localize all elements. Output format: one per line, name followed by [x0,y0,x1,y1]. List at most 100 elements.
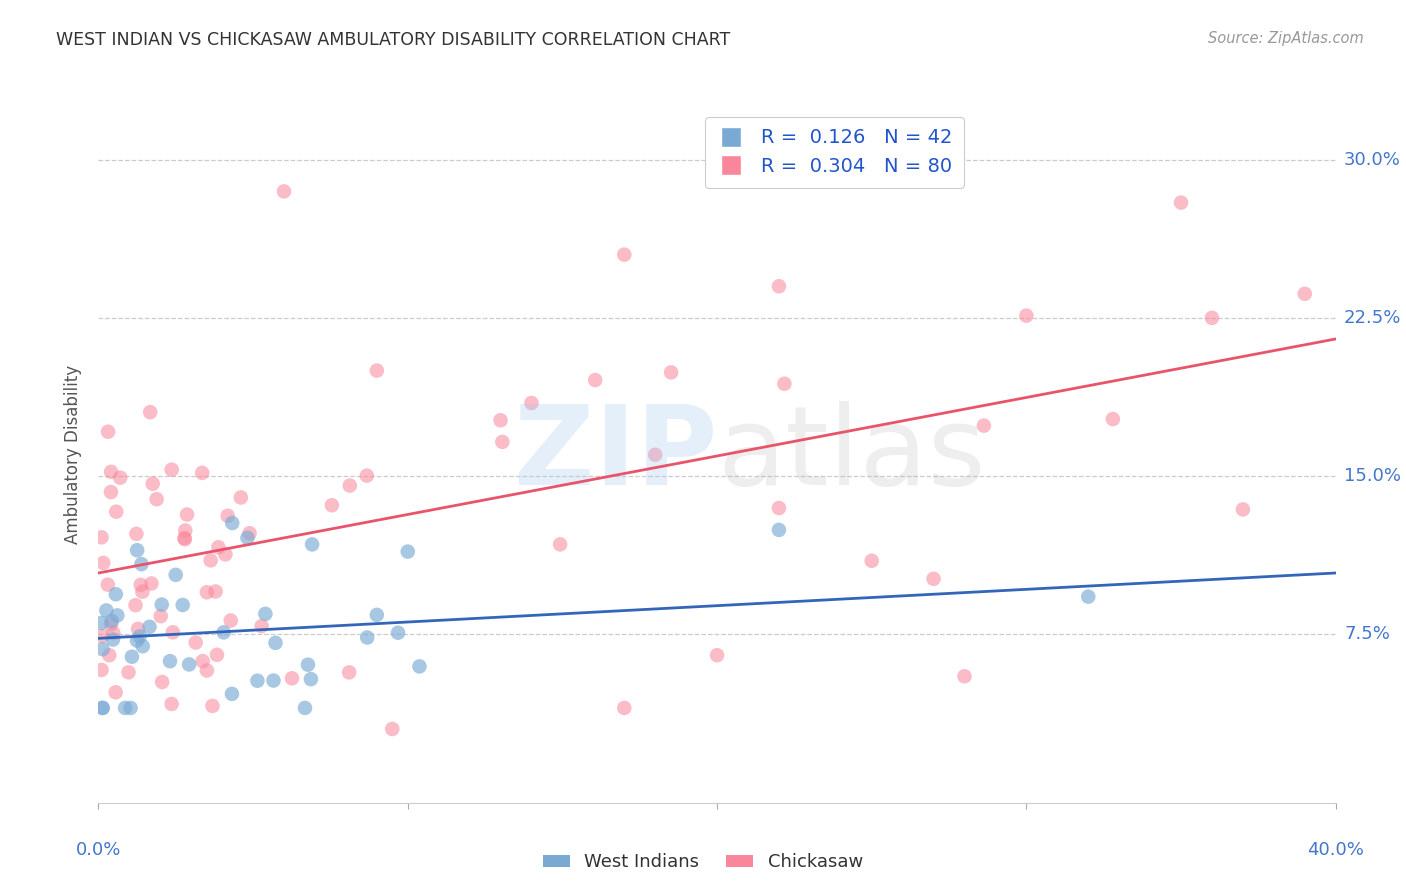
Point [381,722,404,736]
Point [98,648,121,663]
Point [356,631,378,645]
Point [100,465,122,479]
Point [659,365,682,379]
Point [173,531,195,545]
Point [246,673,269,688]
Point [294,701,316,715]
Point [1170,195,1192,210]
Point [973,418,995,433]
Point [191,466,214,480]
Point [128,629,150,643]
Point [706,648,728,663]
Y-axis label: Ambulatory Disability: Ambulatory Disability [65,366,83,544]
Point [105,505,128,519]
Point [91,642,114,657]
Text: ZIP: ZIP [513,401,717,508]
Point [262,673,284,688]
Point [162,625,184,640]
Point [184,635,207,649]
Point [321,498,343,512]
Point [229,491,252,505]
Point [91,629,114,643]
Point [100,485,122,500]
Point [131,639,153,653]
Point [613,247,636,261]
Point [149,609,172,624]
Point [953,669,976,683]
Point [212,625,235,640]
Point [195,585,218,599]
Point [205,648,228,662]
Point [768,523,790,537]
Point [491,434,513,449]
Point [301,537,323,551]
Point [1077,590,1099,604]
Point [96,603,118,617]
Point [236,531,259,545]
Point [124,598,146,612]
Text: 0.0%: 0.0% [76,841,121,859]
Point [1201,310,1223,325]
Point [214,547,236,561]
Point [264,636,287,650]
Point [204,584,226,599]
Point [254,607,277,621]
Point [142,476,165,491]
Point [101,614,124,628]
Legend: West Indians, Chickasaw: West Indians, Chickasaw [536,847,870,879]
Point [97,425,120,439]
Point [114,701,136,715]
Point [103,626,125,640]
Point [138,620,160,634]
Point [396,544,419,558]
Point [100,617,122,632]
Point [191,654,214,668]
Point [104,587,127,601]
Point [273,185,295,199]
Point [207,540,229,554]
Point [172,598,194,612]
Text: WEST INDIAN VS CHICKASAW AMBULATORY DISABILITY CORRELATION CHART: WEST INDIAN VS CHICKASAW AMBULATORY DISA… [56,31,731,49]
Legend: R =  0.126   N = 42, R =  0.304   N = 80: R = 0.126 N = 42, R = 0.304 N = 80 [704,117,965,188]
Point [219,614,242,628]
Point [238,526,260,541]
Point [131,584,153,599]
Point [129,578,152,592]
Point [160,697,183,711]
Point [408,659,430,673]
Point [922,572,945,586]
Point [200,553,222,567]
Point [125,633,148,648]
Point [768,501,790,516]
Point [489,413,512,427]
Point [127,543,149,558]
Point [548,537,571,551]
Point [221,516,243,530]
Point [121,649,143,664]
Point [613,701,636,715]
Point [221,687,243,701]
Point [356,468,378,483]
Point [160,463,183,477]
Point [127,622,149,636]
Point [173,533,195,547]
Point [91,701,114,715]
Point [337,665,360,680]
Point [860,554,883,568]
Point [90,530,112,544]
Point [768,279,790,293]
Point [90,615,112,630]
Text: 22.5%: 22.5% [1344,309,1402,326]
Point [139,405,162,419]
Text: 40.0%: 40.0% [1308,841,1364,859]
Point [90,663,112,677]
Point [91,556,114,570]
Point [117,665,139,680]
Point [177,657,200,672]
Point [141,576,163,591]
Point [110,471,132,485]
Point [1232,502,1254,516]
Point [1294,286,1316,301]
Point [366,607,388,622]
Point [120,701,142,715]
